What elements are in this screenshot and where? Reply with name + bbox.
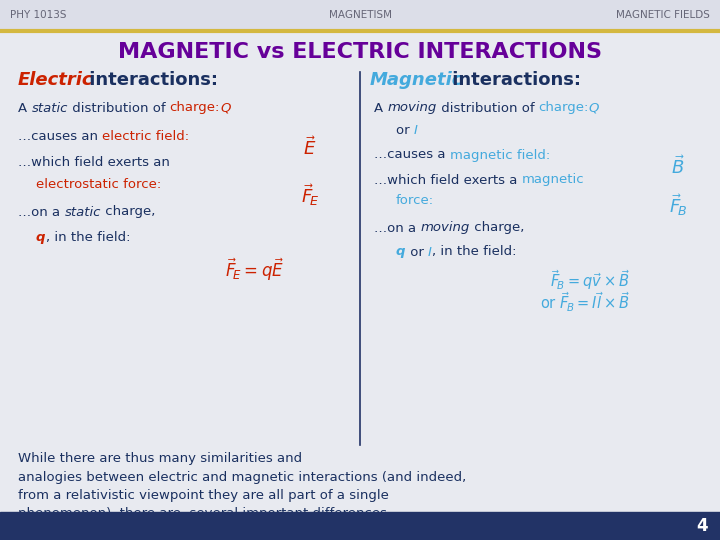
Text: A: A (18, 102, 32, 114)
Text: …on a: …on a (374, 221, 420, 234)
Text: 4: 4 (696, 517, 708, 535)
Text: interactions:: interactions: (446, 71, 581, 89)
Bar (0, 512, 720, 540)
Bar (0, 0, 720, 30)
Text: charge,: charge, (101, 206, 155, 219)
Text: $\vec{F}_{\!B}$: $\vec{F}_{\!B}$ (669, 192, 687, 218)
Text: $\vec{F}_{\!E} = q\vec{E}$: $\vec{F}_{\!E} = q\vec{E}$ (225, 256, 284, 284)
Text: …which field exerts a: …which field exerts a (374, 173, 521, 186)
Text: Magnetic: Magnetic (370, 71, 464, 89)
Text: distribution of: distribution of (68, 102, 170, 114)
Text: static: static (32, 102, 68, 114)
Text: , in the field:: , in the field: (431, 246, 516, 259)
Text: or $\vec{F}_{\!B} = I\vec{l} \times \vec{B}$: or $\vec{F}_{\!B} = I\vec{l} \times \vec… (540, 290, 630, 314)
Text: Q: Q (589, 102, 599, 114)
Text: moving: moving (387, 102, 436, 114)
Text: charge,: charge, (469, 221, 524, 234)
Text: charge:: charge: (539, 102, 589, 114)
Text: MAGNETIC FIELDS: MAGNETIC FIELDS (616, 10, 710, 20)
Text: $\vec{E}$: $\vec{E}$ (303, 137, 317, 159)
Text: …causes an: …causes an (18, 130, 102, 143)
Text: MAGNETIC vs ELECTRIC INTERACTIONS: MAGNETIC vs ELECTRIC INTERACTIONS (118, 42, 602, 62)
Text: While there are thus many similarities and
analogies between electric and magnet: While there are thus many similarities a… (18, 452, 467, 521)
Text: A: A (374, 102, 387, 114)
Text: Electric: Electric (18, 71, 94, 89)
Text: static: static (64, 206, 101, 219)
Text: Q: Q (220, 102, 230, 114)
Text: $\vec{F}_{\!B} = q\vec{v} \times \vec{B}$: $\vec{F}_{\!B} = q\vec{v} \times \vec{B}… (550, 268, 630, 292)
Text: moving: moving (420, 221, 469, 234)
Text: electric field:: electric field: (102, 130, 189, 143)
Text: force:: force: (396, 193, 434, 206)
Text: …on a: …on a (18, 206, 64, 219)
Text: magnetic field:: magnetic field: (450, 148, 550, 161)
Text: distribution of: distribution of (436, 102, 539, 114)
Text: I: I (414, 124, 418, 137)
Text: magnetic: magnetic (521, 173, 584, 186)
Text: charge:: charge: (170, 102, 220, 114)
Text: q: q (396, 246, 405, 259)
Text: , in the field:: , in the field: (45, 232, 130, 245)
Text: $\vec{B}$: $\vec{B}$ (671, 156, 685, 178)
Text: MAGNETISM: MAGNETISM (328, 10, 392, 20)
Text: …which field exerts an: …which field exerts an (18, 156, 170, 168)
Text: electrostatic force:: electrostatic force: (36, 179, 161, 192)
Text: or: or (405, 246, 428, 259)
Text: PHY 1013S: PHY 1013S (10, 10, 66, 20)
Text: I: I (428, 246, 431, 259)
Text: q: q (36, 232, 45, 245)
Text: $\vec{F}_{\!E}$: $\vec{F}_{\!E}$ (301, 182, 319, 208)
Text: …causes a: …causes a (374, 148, 450, 161)
Text: or: or (396, 124, 414, 137)
Text: interactions:: interactions: (83, 71, 218, 89)
